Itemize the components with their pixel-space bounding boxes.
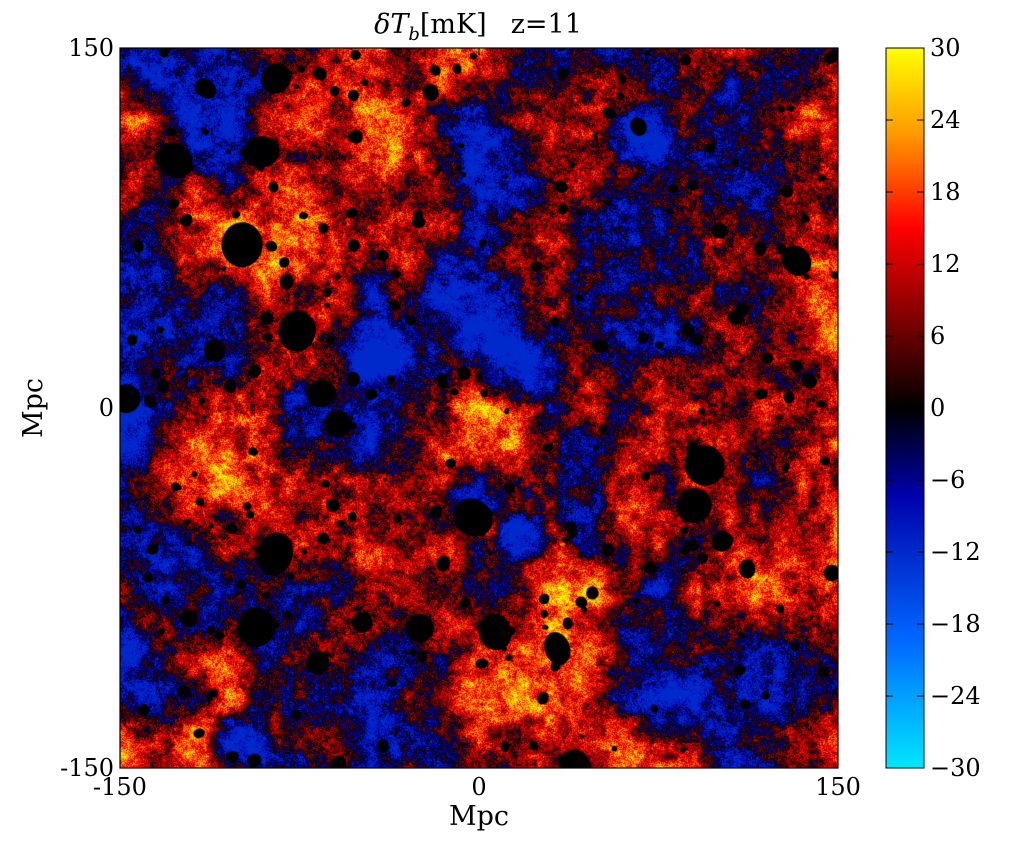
colorbar-tick-label: −24: [930, 682, 981, 710]
x-tick-label: 0: [471, 773, 486, 801]
colorbar-tick-label: 18: [930, 178, 961, 206]
colorbar-tick-label: −30: [930, 754, 981, 782]
colorbar-tick-label: −18: [930, 610, 981, 638]
y-tick-label: 150: [68, 34, 114, 62]
colorbar-tick-label: 6: [930, 322, 945, 350]
heatmap-field: [120, 48, 838, 768]
x-axis-label: Mpc: [449, 801, 509, 832]
chart-title: δTb[mK] z=11: [374, 9, 582, 45]
y-axis-ticks: -150 0 150: [60, 34, 838, 782]
colorbar-tick-label: 12: [930, 250, 961, 278]
colorbar-ticks: 30 24 18 12 6 0 −6 −12 −18 −24 −30: [886, 34, 981, 782]
colorbar-tick-label: −12: [930, 538, 981, 566]
colorbar-tick-label: 24: [930, 106, 961, 134]
y-tick-label: 0: [99, 394, 114, 422]
x-axis-ticks: -150 0 150: [93, 48, 861, 801]
x-tick-label: -150: [93, 773, 147, 801]
colorbar-tick-label: −6: [930, 466, 965, 494]
y-tick-label: -150: [60, 754, 114, 782]
colorbar-tick-label: 30: [930, 34, 961, 62]
plot-frame: [119, 47, 839, 769]
y-axis-label: Mpc: [18, 378, 49, 438]
colorbar-tick-label: 0: [930, 394, 945, 422]
x-tick-label: 150: [815, 773, 861, 801]
